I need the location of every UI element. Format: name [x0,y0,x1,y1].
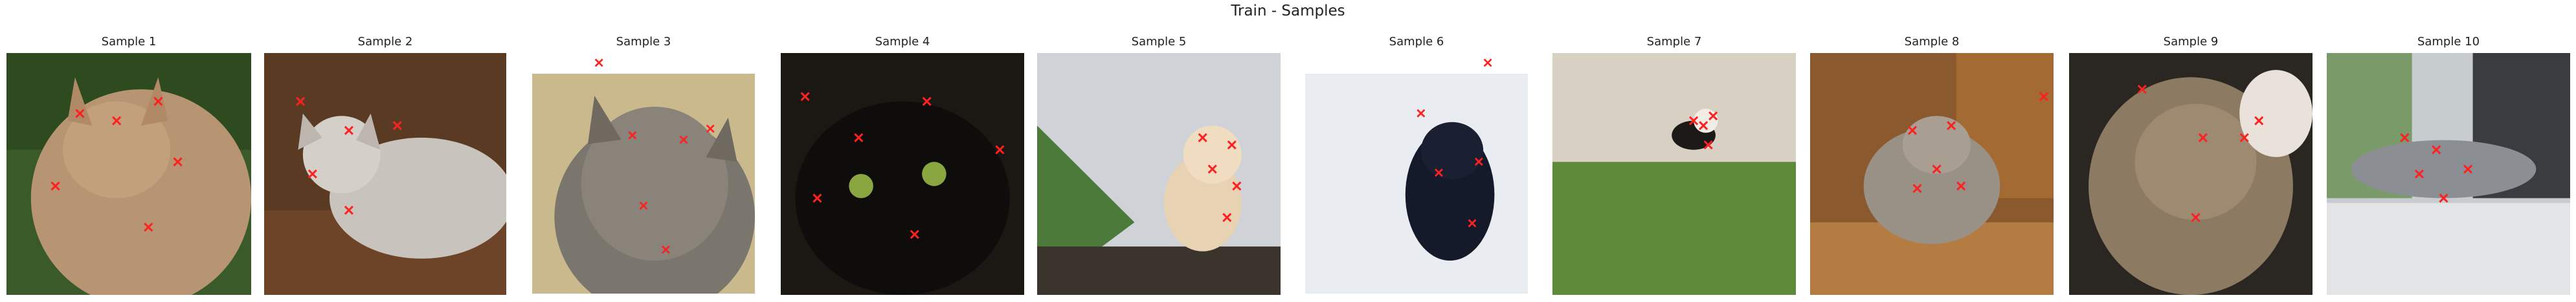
sample-panel: Sample 4 [781,0,1024,302]
sample-image [781,53,1024,295]
sample-title: Sample 8 [1904,35,1960,49]
sample-panel: Sample 1 [6,0,251,302]
figure-title: Train - Samples [1231,3,1345,19]
sample-panel: Sample 7 [1552,0,1796,302]
sample-image [1552,53,1796,295]
sample-image [1037,53,1281,295]
sample-image [1305,58,1528,294]
sample-title: Sample 6 [1389,35,1444,49]
sample-panel: Sample 8 [1810,0,2054,302]
sample-title: Sample 1 [101,35,157,49]
sample-title: Sample 3 [616,35,671,49]
sample-title: Sample 7 [1646,35,1702,49]
sample-title: Sample 2 [357,35,413,49]
sample-panel: Sample 3 [532,0,755,302]
sample-panel: Sample 6 [1305,0,1528,302]
sample-title: Sample 4 [875,35,930,49]
sample-panel: Sample 5 [1037,0,1281,302]
sample-panel: Sample 2 [264,0,506,302]
sample-image [264,53,506,295]
sample-panel: Sample 10 [2327,0,2570,302]
sample-image [2069,53,2313,295]
sample-title: Sample 9 [2163,35,2219,49]
sample-image [6,53,251,295]
keypoint-marker [1483,58,1492,67]
sample-title: Sample 5 [1131,35,1187,49]
sample-image [532,58,755,294]
sample-title: Sample 10 [2417,35,2480,49]
sample-image [2327,53,2570,295]
sample-image [1810,53,2054,295]
sample-panel: Sample 9 [2069,0,2313,302]
keypoint-marker [594,58,603,67]
